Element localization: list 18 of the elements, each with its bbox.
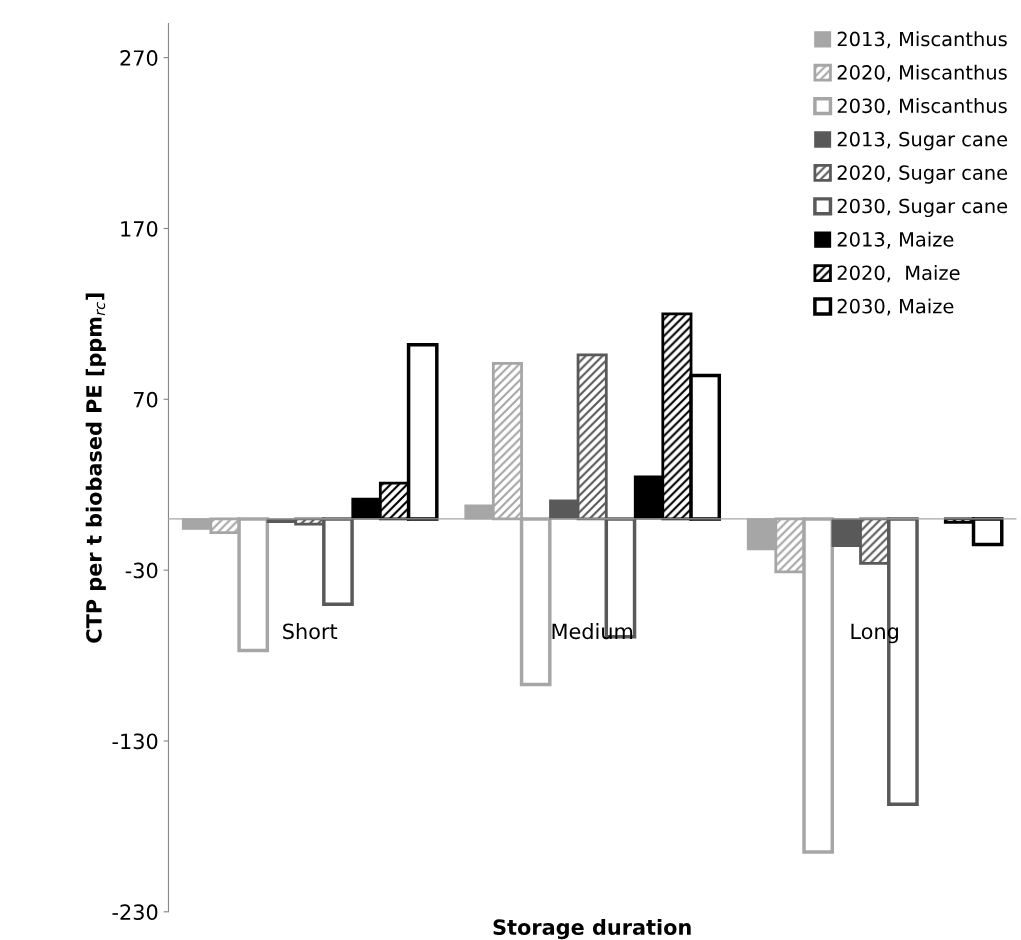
legend-label: 2030, Maize bbox=[837, 298, 954, 316]
x-tick-label: Short bbox=[283, 623, 338, 640]
legend-label: 2013, Miscanthus bbox=[837, 31, 1007, 49]
legend-label: 2013, Sugar cane bbox=[837, 131, 1008, 151]
legend-label: 2020, Sugar cane bbox=[837, 165, 1008, 184]
y-tick-label: -30 bbox=[125, 562, 158, 579]
y-tick-label: 70 bbox=[133, 391, 158, 408]
y-tick-label: -130 bbox=[112, 733, 158, 750]
x-axis-title: Storage duration bbox=[493, 918, 691, 940]
y-tick-label: -230 bbox=[112, 904, 158, 921]
legend-label: 2030, Sugar cane bbox=[837, 198, 1008, 218]
y-axis-title: CTP per t biobased PE [ppm$_{rc}$] bbox=[85, 293, 106, 643]
legend-label: 2013, Maize bbox=[837, 231, 954, 249]
y-tick-label: 270 bbox=[120, 50, 158, 66]
legend-label: 2030, Miscanthus bbox=[837, 98, 1007, 116]
y-tick-label: 170 bbox=[121, 220, 158, 237]
legend-label: 2020, Miscanthus bbox=[837, 64, 1007, 82]
legend-label: 2020, Maize bbox=[837, 265, 960, 283]
